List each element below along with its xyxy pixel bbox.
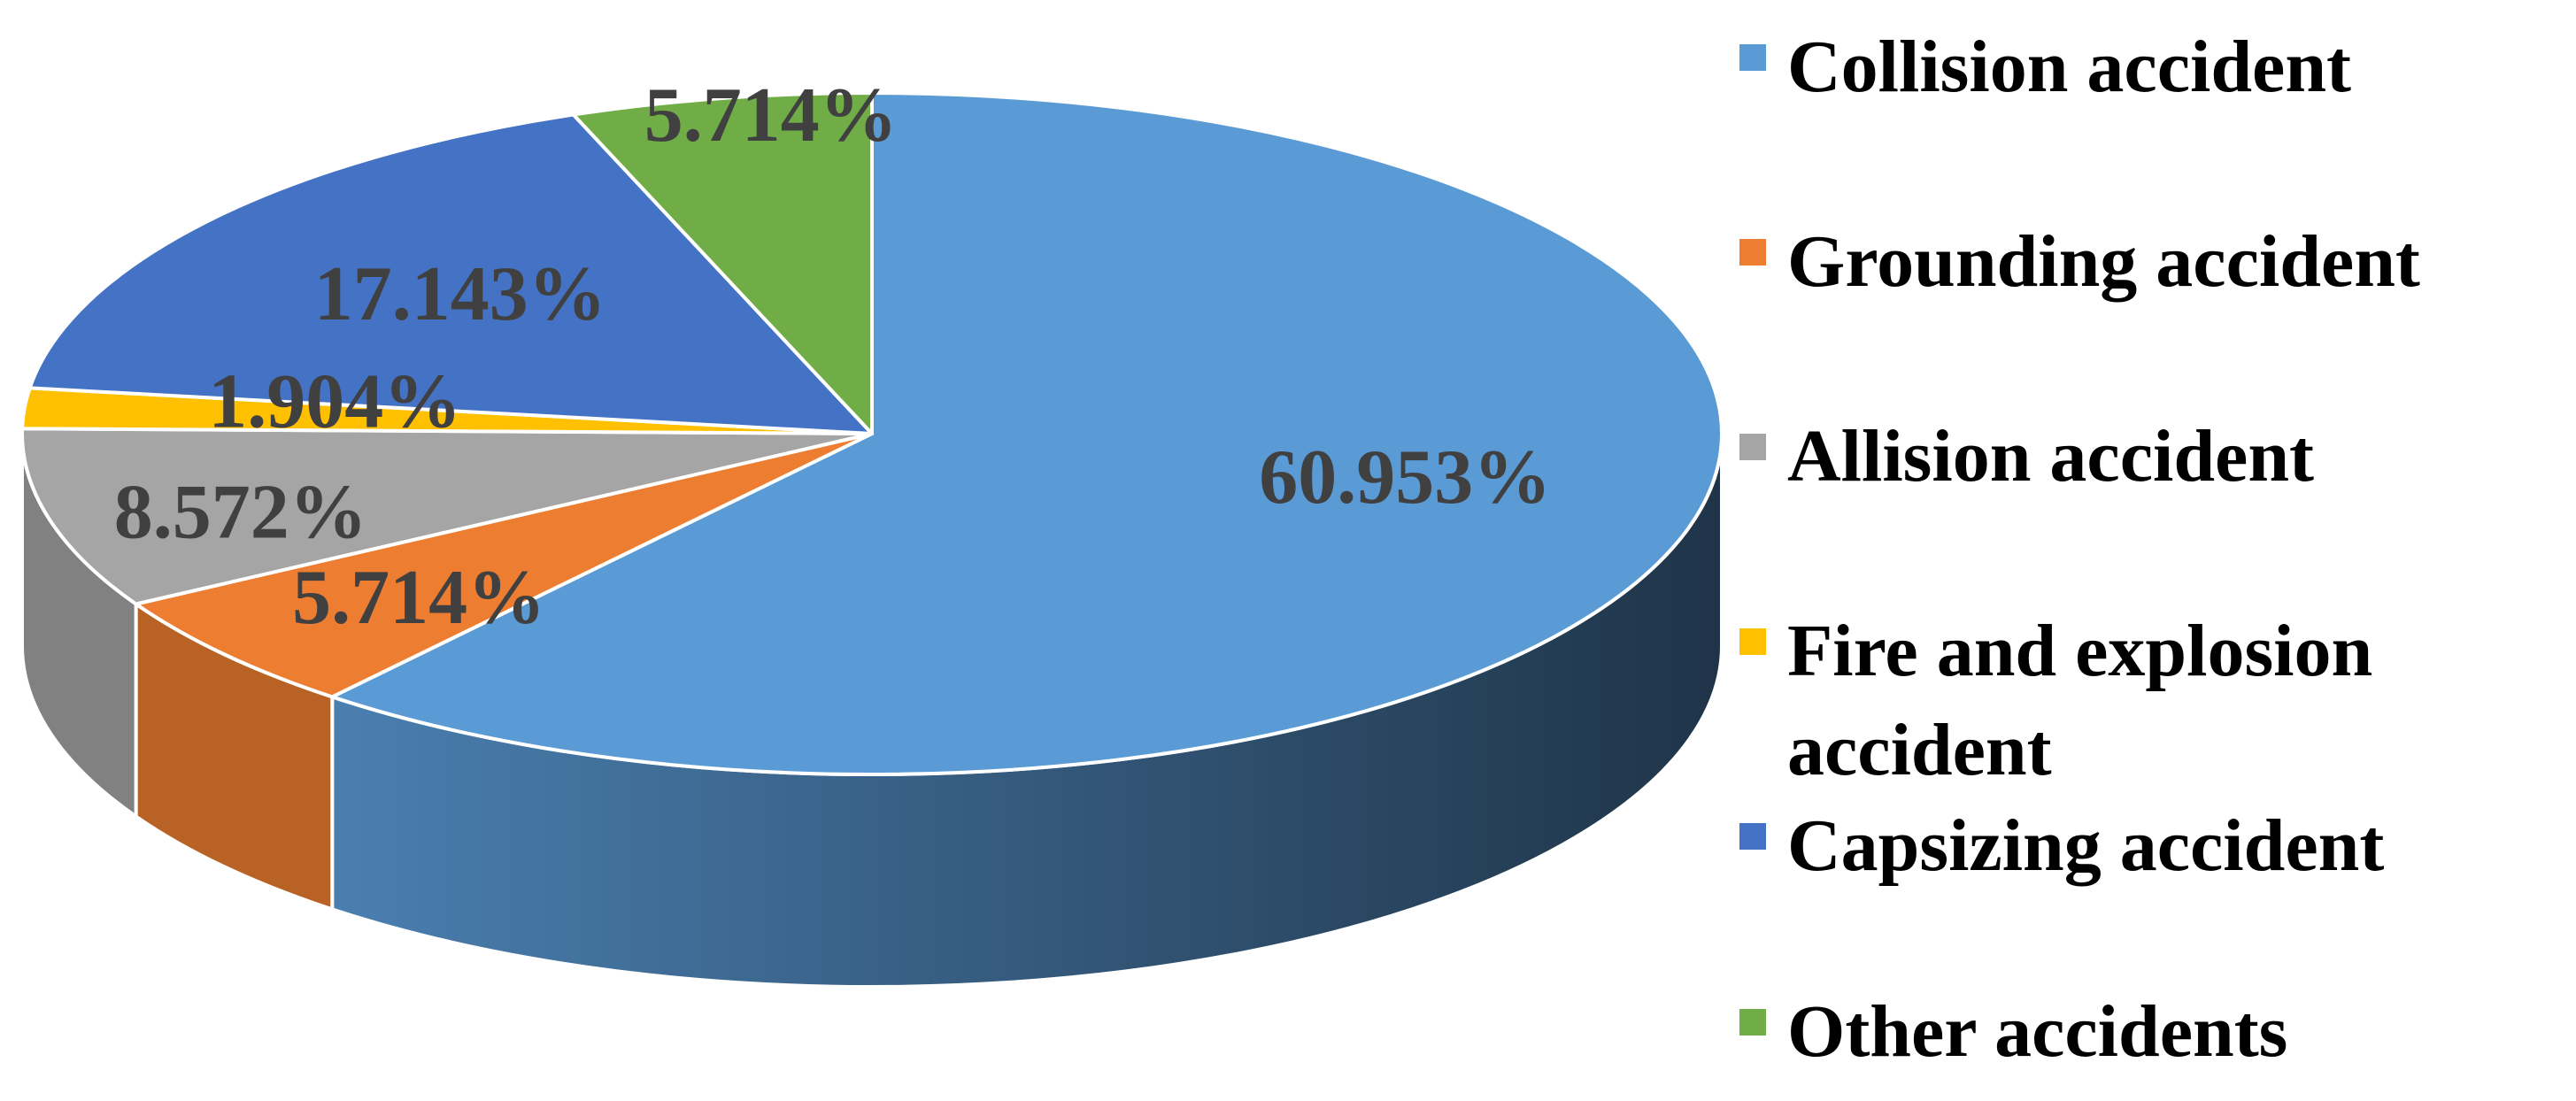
legend-swatch xyxy=(1739,44,1766,71)
pie-slice-grounding-accident xyxy=(134,432,874,699)
legend-swatch xyxy=(1739,1009,1766,1036)
legend-item-grounding-accident: Grounding accident xyxy=(1739,212,2572,312)
legend-swatch xyxy=(1739,239,1766,266)
pie-slice-allision-accident xyxy=(20,427,874,606)
legend-item-fire-and-explosion-accident: Fire and explosion accident xyxy=(1739,602,2572,800)
pie-labels: 60.953%5.714%8.572%1.904%17.143%5.714% xyxy=(114,73,1551,641)
legend-swatch xyxy=(1739,434,1766,460)
legend-swatch xyxy=(1739,823,1766,850)
pie-chart-svg: 60.953%5.714%8.572%1.904%17.143%5.714% xyxy=(20,73,1724,989)
data-label-fire-and-explosion-accident: 1.904% xyxy=(208,359,461,445)
data-label-grounding-accident: 5.714% xyxy=(292,555,545,641)
pie-slice-capsizing-accident xyxy=(27,112,874,435)
pie-slice-other-accidents xyxy=(571,91,874,435)
data-label-capsizing-accident: 17.143% xyxy=(314,251,606,337)
legend-label: Fire and explosion accident xyxy=(1787,610,2373,791)
legend: Collision accident Grounding accident Alli… xyxy=(1739,0,2572,1101)
legend-label: Allision accident xyxy=(1787,415,2315,497)
pie-tops xyxy=(20,91,1724,776)
legend-label: Capsizing accident xyxy=(1787,805,2385,887)
legend-item-collision-accident: Collision accident xyxy=(1739,18,2572,117)
pie-slice-collision-accident xyxy=(330,91,1724,776)
legend-label: Collision accident xyxy=(1787,26,2352,108)
data-label-other-accidents: 5.714% xyxy=(644,73,898,158)
legend-label: Other accidents xyxy=(1787,990,2288,1073)
data-label-allision-accident: 8.572% xyxy=(114,470,367,556)
legend-swatch xyxy=(1739,628,1766,655)
legend-item-other-accidents: Other accidents xyxy=(1739,982,2572,1082)
legend-label: Grounding accident xyxy=(1787,220,2420,303)
data-label-collision-accident: 60.953% xyxy=(1259,435,1551,520)
legend-item-allision-accident: Allision accident xyxy=(1739,407,2572,506)
legend-item-capsizing-accident: Capsizing accident xyxy=(1739,797,2572,896)
